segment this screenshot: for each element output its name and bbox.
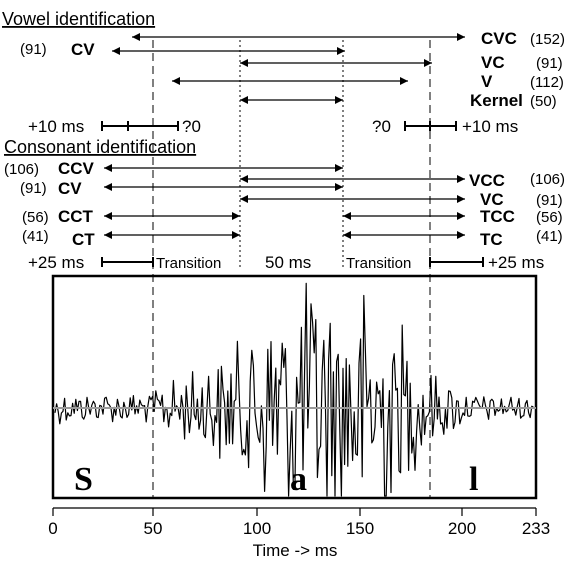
cons-ccv-label: CCV [58,159,95,178]
axis-label: Time -> ms [253,541,338,560]
tick-0: 0 [48,519,57,538]
waveform-frame [51,274,538,500]
vowel-cv-label: CV [71,40,95,59]
vowel-v-label: V [481,72,493,91]
cons-ct-count: (41) [22,228,49,245]
vowel-window-right: +10 ms [462,117,518,136]
tick-233: 233 [522,519,550,538]
vowel-section-title: Vowel identification [2,9,155,29]
segment-transition-left: Transition [156,255,221,272]
vowel-kernel-label: Kernel [470,91,523,110]
cons-tc-label: TC [480,230,503,249]
vowel-cvc-count: (152) [530,31,565,48]
cons-ct-label: CT [72,230,95,249]
vowel-window-left-scale [101,121,179,131]
cons-tcc-count: (56) [536,209,563,226]
consonant-section-title: Consonant identification [4,137,196,157]
tick-50: 50 [144,519,163,538]
tick-200: 200 [448,519,476,538]
vowel-window-left-q: ?0 [182,117,201,136]
vowel-vc-label: VC [481,53,505,72]
segment-right-scale [429,257,484,267]
phoneme-s: S [74,461,93,498]
cons-cct-count: (56) [22,209,49,226]
vowel-v-count: (112) [530,74,564,91]
vowel-window-right-q: ?0 [372,117,391,136]
cons-cct-label: CCT [58,207,94,226]
cons-ccv-count: (106) [4,161,39,178]
vowel-vc-count: (91) [536,55,563,72]
segment-left-window: +25 ms [28,253,84,272]
cons-tcc-label: TCC [480,207,515,226]
cons-cv-label: CV [58,179,82,198]
cons-cv-count: (91) [20,180,47,197]
vowel-kernel-count: (50) [530,93,557,110]
segment-left-scale [101,257,154,267]
boundary-lines [152,40,431,498]
segment-transition-right: Transition [346,255,411,272]
cons-vcc-label: VCC [469,171,505,190]
time-axis [52,507,537,516]
consonant-arrows [104,164,465,239]
vowel-cv-count: (91) [20,41,47,58]
cons-vcc-count: (106) [530,171,565,188]
tick-100: 100 [243,519,271,538]
vowel-arrows [112,33,465,104]
cons-tc-count: (41) [536,228,563,245]
segment-right-window: +25 ms [488,253,544,272]
phoneme-l: l [469,461,478,498]
vowel-cvc-label: CVC [481,29,517,48]
cons-vc-count: (91) [536,192,563,209]
cons-vc-label: VC [480,190,504,209]
vowel-window-left: +10 ms [28,117,84,136]
tick-150: 150 [346,519,374,538]
speech-waveform [54,282,534,497]
segment-kernel: 50 ms [265,253,311,272]
phoneme-a: a [290,461,307,498]
